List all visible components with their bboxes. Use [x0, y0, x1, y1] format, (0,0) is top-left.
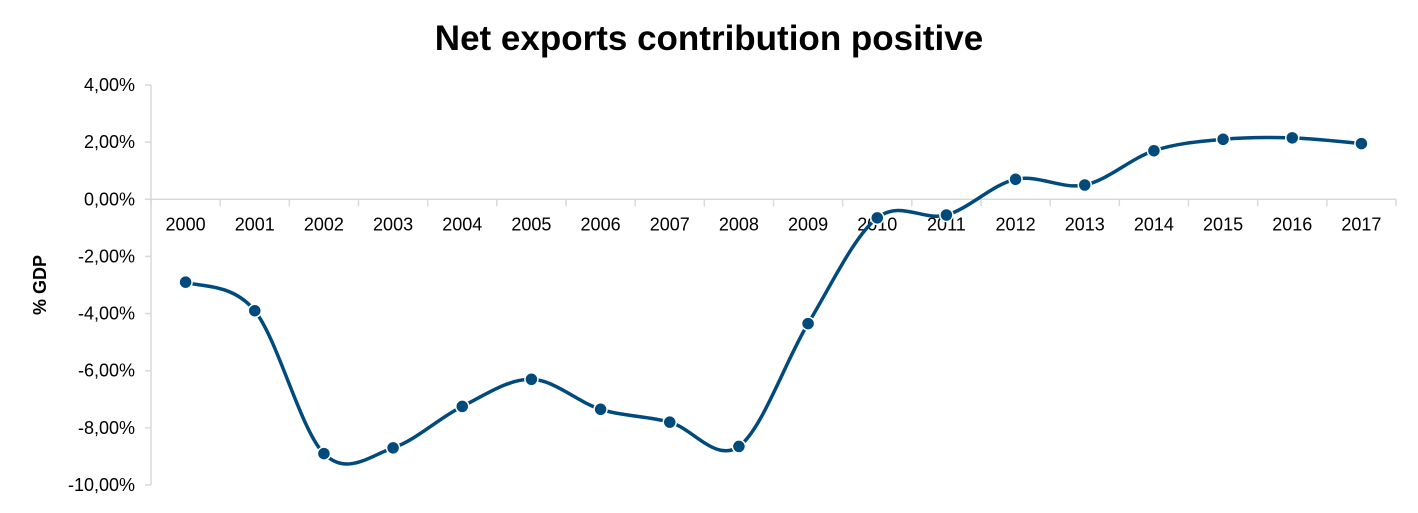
y-tick-labels: 4,00% 2,00% 0,00% -2,00% -4,00% -6,00% -8,00% -…: [68, 75, 135, 495]
data-point: [1215, 132, 1231, 147]
data-point: [1008, 172, 1023, 187]
data-point: [593, 402, 608, 417]
x-tick-label: 2008: [719, 214, 759, 234]
y-tick-label: -8,00%: [78, 418, 135, 438]
data-point: [385, 440, 401, 456]
x-tick-label: 2003: [373, 214, 413, 234]
data-point: [1354, 136, 1369, 151]
x-tick-label: 2013: [1065, 214, 1105, 234]
x-tick-label: 2009: [788, 214, 828, 234]
data-point: [247, 303, 262, 318]
series: [178, 130, 1369, 466]
x-tick-label: 2000: [166, 214, 206, 234]
y-tick-label: -10,00%: [68, 475, 135, 495]
x-tick-label: 2016: [1272, 214, 1312, 234]
data-point: [316, 446, 332, 461]
y-tick-label: -2,00%: [78, 246, 135, 266]
data-point: [1285, 130, 1300, 146]
data-point: [455, 399, 470, 414]
series-line: [183, 135, 1364, 466]
y-tick-label: -4,00%: [78, 304, 135, 324]
data-point: [731, 439, 747, 454]
x-tick-label: 2007: [650, 214, 690, 234]
x-tick-label: 2006: [581, 214, 621, 234]
x-tick-labels: 2000 2001 2002 2003 2004 2005 2006 2007 2008 2009…: [166, 214, 1382, 234]
x-tick-label: 2001: [235, 214, 275, 234]
data-point: [1146, 143, 1162, 158]
y-tick-label: 2,00%: [84, 132, 135, 152]
axes: [145, 84, 1397, 486]
data-point: [662, 414, 677, 430]
data-point: [800, 316, 816, 331]
data-point: [178, 274, 193, 290]
x-tick-label: 2015: [1203, 214, 1243, 234]
data-point: [1077, 177, 1092, 193]
y-tick-label: 4,00%: [84, 75, 135, 95]
x-tick-label: 2004: [442, 214, 482, 234]
y-axis-label: % GDP: [30, 255, 50, 315]
y-tick-label: 0,00%: [84, 189, 135, 209]
data-point: [939, 207, 954, 223]
chart-title: Net exports contribution positive: [435, 19, 983, 58]
x-tick-label: 2002: [304, 214, 344, 234]
x-tick-label: 2014: [1134, 214, 1174, 234]
data-point: [524, 372, 539, 387]
x-tick-label: 2017: [1341, 214, 1381, 234]
y-tick-label: -6,00%: [78, 361, 135, 381]
x-tick-label: 2011: [927, 214, 966, 234]
x-tick-label: 2005: [511, 214, 551, 234]
data-point: [870, 210, 885, 226]
x-tick-label: 2012: [996, 214, 1036, 234]
